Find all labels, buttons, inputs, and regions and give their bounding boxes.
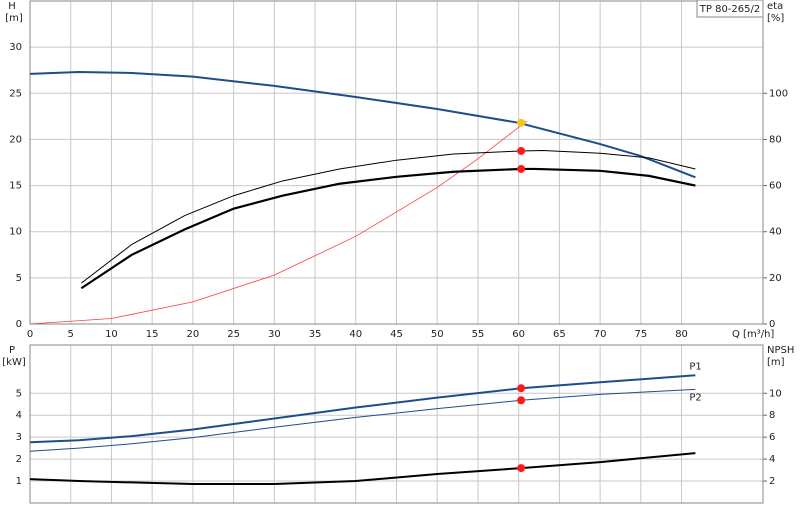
y-tick-label: 15: [9, 181, 22, 192]
curve: [80, 167, 696, 290]
operating-point: [517, 118, 526, 127]
y2-tick-label: 8: [769, 410, 775, 421]
y-tick-label: 10: [9, 227, 22, 238]
plot-frame: [29, 0, 764, 325]
y-tick-label: 20: [9, 134, 22, 145]
x-tick-label: 20: [187, 329, 200, 340]
y2-tick-label: 2: [769, 476, 775, 487]
curve: [29, 374, 696, 444]
curve: [29, 452, 696, 486]
y2-axis-unit: [m]: [767, 357, 785, 368]
y2-tick-label: 60: [769, 181, 782, 192]
y-tick-label: 5: [16, 273, 22, 284]
curve-label: P2: [689, 392, 701, 403]
y-axis-label: P: [9, 345, 15, 356]
curve: [81, 150, 696, 284]
y2-tick-label: 10: [769, 388, 782, 399]
x-tick-label: 15: [146, 329, 159, 340]
y2-axis-unit: [%]: [767, 13, 784, 24]
x-tick-label: 65: [553, 329, 566, 340]
y-axis-label: H: [8, 1, 16, 12]
operating-point: [517, 146, 526, 155]
plot-frame: [29, 344, 764, 504]
x-tick-label: 80: [675, 329, 688, 340]
y-tick-label: 2: [16, 454, 22, 465]
operating-point: [517, 384, 526, 393]
chart-title: TP 80-265/2: [699, 4, 760, 15]
x-tick-label: 45: [390, 329, 403, 340]
curve: [29, 71, 696, 179]
curve: [29, 388, 696, 452]
x-tick-label: 10: [105, 329, 118, 340]
x-tick-label: 0: [27, 329, 33, 340]
x-tick-label: 60: [512, 329, 525, 340]
x-tick-label: 55: [472, 329, 485, 340]
y2-tick-label: 80: [769, 134, 782, 145]
x-axis-label: Q [m³/h]: [732, 329, 774, 340]
y2-tick-label: 20: [769, 273, 782, 284]
title-box: [696, 0, 764, 18]
x-tick-label: 40: [349, 329, 362, 340]
y-tick-label: 5: [16, 388, 22, 399]
y2-tick-label: 40: [769, 227, 782, 238]
x-tick-label: 35: [309, 329, 322, 340]
y2-axis-label: NPSH: [767, 345, 794, 356]
x-tick-label: 75: [634, 329, 647, 340]
x-tick-label: 50: [431, 329, 444, 340]
y-tick-label: 1: [16, 476, 22, 487]
y-axis-unit: [kW]: [2, 357, 26, 368]
y-tick-label: 3: [16, 432, 22, 443]
y-tick-label: 30: [9, 42, 22, 53]
x-tick-label: 25: [227, 329, 240, 340]
y2-tick-label: 0: [769, 319, 775, 330]
curve-label: P1: [689, 361, 701, 372]
y2-tick-label: 6: [769, 432, 775, 443]
operating-point: [517, 396, 526, 405]
y2-axis-label: eta: [767, 1, 783, 12]
x-tick-label: 5: [68, 329, 74, 340]
operating-point: [517, 164, 526, 173]
operating-point: [517, 464, 526, 473]
y-tick-label: 0: [16, 319, 22, 330]
x-tick-label: 70: [594, 329, 607, 340]
y2-tick-label: 100: [769, 88, 788, 99]
y-tick-label: 25: [9, 88, 22, 99]
y-axis-unit: [m]: [5, 13, 23, 24]
y-tick-label: 4: [16, 410, 22, 421]
y2-tick-label: 4: [769, 454, 775, 465]
x-tick-label: 30: [268, 329, 281, 340]
curve: [29, 120, 528, 325]
